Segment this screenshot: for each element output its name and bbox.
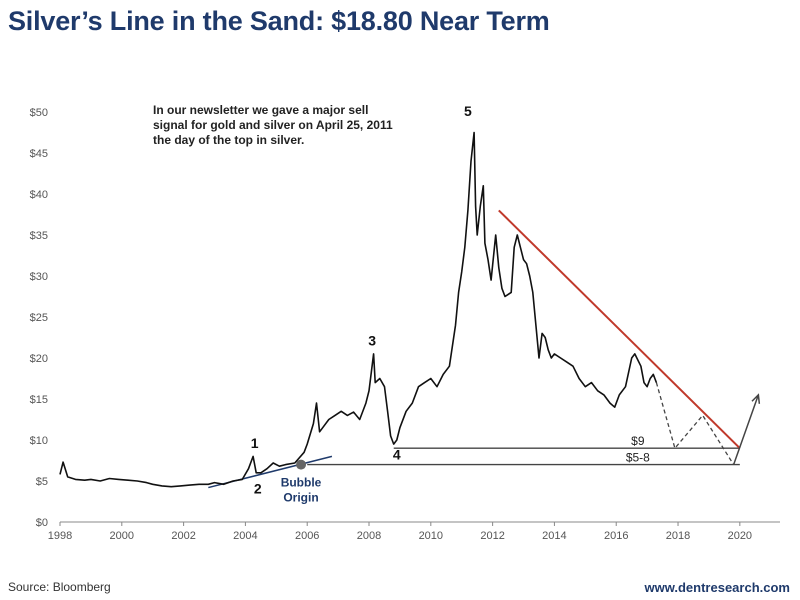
wave-label-4: 4 <box>393 447 401 463</box>
wave-label-5: 5 <box>464 103 472 119</box>
projection-arrow-shaft <box>732 394 760 465</box>
wave-label-3: 3 <box>368 333 376 349</box>
series-layer <box>59 131 761 488</box>
website-link[interactable]: www.dentresearch.com <box>644 580 790 595</box>
projection-dashed-path <box>655 382 735 465</box>
axis-layer: 1998 2000 2002 2004 2006 2008 2010 2012 2014 2016… <box>30 107 780 542</box>
note-line-1: In our newsletter we gave a major sell <box>153 103 369 117</box>
wave-label-1: 1 <box>251 435 259 451</box>
y-tick-label: $5 <box>36 476 48 488</box>
silver-price-line <box>59 131 658 488</box>
y-tick-label: $0 <box>36 517 48 529</box>
note-line-3: the day of the top in silver. <box>153 133 305 147</box>
x-tick-label: 1998 <box>48 530 72 542</box>
bubble-origin-label: Bubble <box>281 476 322 490</box>
x-tick-label: 2006 <box>295 530 319 542</box>
x-tick-label: 2008 <box>357 530 381 542</box>
x-tick-label: 2012 <box>480 530 504 542</box>
note-line-2: signal for gold and silver on April 25, … <box>153 118 393 132</box>
y-tick-label: $30 <box>30 271 48 283</box>
y-tick-label: $20 <box>30 353 48 365</box>
y-tick-label: $15 <box>30 394 48 406</box>
support-level-label: $5-8 <box>626 451 650 465</box>
y-tick-label: $50 <box>30 107 48 119</box>
x-tick-label: 2020 <box>728 530 752 542</box>
y-tick-label: $35 <box>30 230 48 242</box>
reference-lines <box>208 209 741 489</box>
x-tick-label: 2010 <box>419 530 443 542</box>
x-tick-label: 2000 <box>110 530 134 542</box>
chart-title: Silver’s Line in the Sand: $18.80 Near T… <box>8 6 550 36</box>
x-tick-label: 2018 <box>666 530 690 542</box>
wave-label-2: 2 <box>254 480 262 496</box>
x-tick-label: 2014 <box>542 530 566 542</box>
bubble-origin-label: Origin <box>283 491 318 505</box>
y-tick-label: $40 <box>30 189 48 201</box>
y-tick-label: $45 <box>30 148 48 160</box>
resistance-trendline <box>498 209 741 449</box>
support-level-label: $9 <box>631 434 645 448</box>
newsletter-note: In our newsletter we gave a major sell s… <box>153 103 423 148</box>
projection-arrow-head <box>751 393 761 404</box>
x-tick-label: 2016 <box>604 530 628 542</box>
y-tick-label: $10 <box>30 435 48 447</box>
bubble-origin-point <box>296 459 307 470</box>
source-credit: Source: Bloomberg <box>8 580 111 594</box>
x-tick-label: 2002 <box>171 530 195 542</box>
y-tick-label: $25 <box>30 312 48 324</box>
x-tick-label: 2004 <box>233 530 257 542</box>
